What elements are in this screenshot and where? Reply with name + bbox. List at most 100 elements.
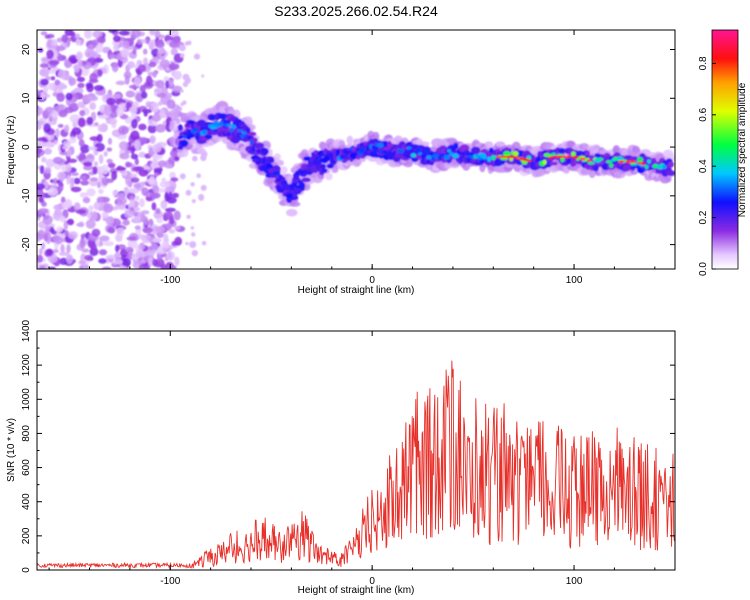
- ridge-core: [666, 170, 675, 176]
- noise-speck: [97, 124, 107, 133]
- ridge-core: [584, 150, 591, 158]
- noise-speck: [82, 60, 88, 66]
- noise-speck: [131, 118, 138, 129]
- noise-speck: [45, 225, 51, 231]
- noise-speck: [56, 226, 64, 233]
- noise-speck: [77, 117, 86, 128]
- noise-speck: [124, 74, 130, 85]
- y-tick-label: 400: [21, 493, 32, 510]
- ridge-hot: [561, 155, 566, 159]
- ridge-peak: [299, 170, 306, 174]
- ridge-peak: [339, 154, 346, 160]
- noise-speck: [113, 44, 120, 52]
- noise-speck: [163, 233, 169, 243]
- noise-speck: [68, 77, 77, 86]
- noise-speck: [41, 156, 47, 163]
- noise-speck: [69, 114, 81, 123]
- ridge-peak: [350, 152, 358, 158]
- ridge-peak: [275, 178, 281, 183]
- ridge-peak: [406, 146, 412, 150]
- ridge-halo: [181, 148, 189, 158]
- noise-speck: [160, 199, 168, 210]
- ridge-peak: [449, 152, 454, 157]
- noise-speck: [168, 229, 176, 234]
- ridge-halo: [286, 208, 298, 217]
- noise-speck: [59, 172, 65, 182]
- ridge-peak: [242, 131, 247, 136]
- noise-speck: [190, 182, 195, 187]
- noise-speck: [103, 241, 114, 247]
- noise-speck: [95, 44, 104, 53]
- noise-speck: [73, 202, 81, 212]
- noise-speck: [139, 137, 148, 144]
- noise-speck: [157, 245, 164, 255]
- noise-speck: [66, 175, 71, 185]
- x-tick-label: 0: [369, 275, 375, 286]
- colorbar-tick-label: 0.2: [698, 210, 709, 224]
- noise-speck: [37, 124, 42, 130]
- ridge-core: [303, 156, 312, 161]
- ridge-peak: [225, 123, 233, 127]
- noise-speck: [38, 265, 46, 269]
- noise-speck: [38, 208, 49, 214]
- noise-speck: [122, 219, 130, 226]
- noise-speck: [44, 167, 52, 174]
- noise-speck: [96, 198, 105, 203]
- noise-speck: [39, 165, 45, 175]
- ridge-peak: [229, 128, 234, 133]
- ridge-peak: [466, 154, 472, 158]
- noise-speck: [101, 176, 109, 186]
- noise-speck: [133, 183, 142, 189]
- noise-speck: [68, 57, 78, 64]
- ridge-hot: [548, 156, 554, 159]
- figure-title: S233.2025.266.02.54.R24: [274, 3, 438, 19]
- x-tick-label: 100: [566, 275, 583, 286]
- noise-speck: [65, 163, 72, 173]
- ridge-halo: [346, 135, 354, 145]
- ridge-peak: [323, 155, 330, 162]
- ridge-peak: [410, 153, 417, 158]
- noise-speck: [115, 244, 120, 253]
- ridge-halo: [277, 159, 284, 166]
- snr-xlabel: Height of straight line (km): [298, 585, 415, 596]
- noise-speck: [174, 256, 180, 266]
- noise-speck: [84, 48, 94, 58]
- noise-speck: [164, 207, 176, 212]
- ridge-peak: [192, 127, 199, 131]
- noise-speck: [86, 116, 94, 126]
- ridge-hot: [501, 155, 506, 159]
- y-tick-label: 1000: [21, 388, 32, 411]
- ridge-peak: [609, 162, 614, 168]
- ridge-peak: [587, 161, 595, 165]
- noise-speck: [127, 238, 138, 249]
- noise-speck: [60, 196, 66, 204]
- noise-speck: [119, 153, 130, 160]
- noise-speck: [57, 123, 64, 128]
- noise-speck: [191, 199, 196, 204]
- noise-speck: [140, 210, 150, 215]
- ridge-core: [549, 161, 558, 166]
- spectrogram-layer: [37, 30, 675, 269]
- noise-speck: [53, 204, 64, 211]
- noise-speck: [103, 203, 114, 214]
- ridge-peak: [309, 161, 314, 166]
- noise-speck: [159, 59, 170, 69]
- noise-speck: [155, 79, 165, 89]
- noise-speck: [151, 143, 162, 153]
- noise-speck: [173, 156, 180, 161]
- noise-speck: [47, 187, 58, 196]
- noise-speck: [139, 242, 146, 250]
- noise-speck: [200, 154, 207, 162]
- noise-speck: [141, 187, 149, 196]
- noise-speck: [139, 84, 146, 93]
- noise-speck: [98, 154, 104, 164]
- noise-speck: [107, 118, 118, 125]
- noise-speck: [43, 123, 51, 133]
- ridge-peak: [512, 151, 519, 157]
- noise-speck: [86, 188, 96, 197]
- noise-speck: [75, 38, 81, 46]
- noise-speck: [40, 78, 49, 86]
- noise-speck: [71, 127, 82, 135]
- noise-speck: [37, 183, 46, 190]
- noise-speck: [62, 145, 69, 150]
